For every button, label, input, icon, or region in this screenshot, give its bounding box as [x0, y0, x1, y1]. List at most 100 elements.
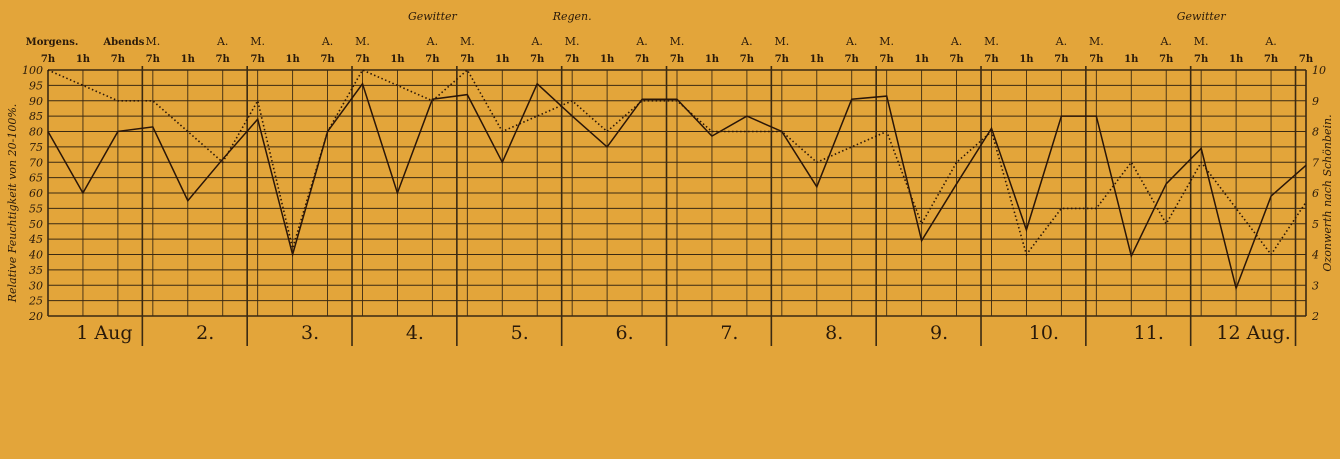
time-label: 7h	[1054, 54, 1069, 65]
morning-label: M.	[145, 35, 160, 48]
y-tick-label: 40	[28, 249, 43, 262]
y2-tick-label: 5	[1312, 218, 1319, 231]
time-label: 7h	[845, 54, 860, 65]
morning-label: M.	[879, 35, 894, 48]
time-header: 7h 1h 7h 7h 1h 7h 7h 1h 7h 7h 1h 7h 7h 1h 7h 7h 1h 7h 7h 1h…	[26, 10, 1314, 65]
time-label: 7h	[1299, 54, 1314, 65]
day-label: 9.	[930, 322, 948, 344]
y-tick-label: 30	[29, 279, 43, 292]
time-label: 1h	[495, 54, 510, 65]
y2-tick-label: 2	[1311, 310, 1319, 323]
day-label: 5.	[511, 322, 529, 344]
time-label: 7h	[565, 54, 580, 65]
y-tick-label: 95	[29, 79, 43, 92]
day-label: 4.	[406, 322, 424, 344]
day-labels: 1 Aug 2. 3. 4. 5. 6. 7. 8. 9. 10. 11. 12 Aug.	[76, 322, 1290, 344]
y2-tick-label: 7	[1312, 156, 1319, 169]
y-tick-label: 50	[29, 218, 43, 231]
morning-label: M.	[355, 35, 370, 48]
evening-label: A.	[950, 35, 962, 48]
y-tick-label: 35	[29, 264, 43, 277]
grid	[47, 66, 1307, 346]
y2-tick-label: 10	[1312, 64, 1326, 77]
time-label: 1h	[1124, 54, 1139, 65]
day-label: 10.	[1029, 322, 1059, 344]
time-label: 1h	[285, 54, 300, 65]
day-label: 6.	[616, 322, 634, 344]
y-tick-label: 20	[28, 310, 43, 323]
morning-label: Morgens.	[26, 37, 79, 48]
time-label: 7h	[880, 54, 895, 65]
evening-label: Abends	[102, 37, 144, 48]
y2-tick-label: 3	[1312, 279, 1319, 292]
time-label: 1h	[705, 54, 720, 65]
time-label: 1h	[1229, 54, 1244, 65]
time-label: 7h	[1264, 54, 1279, 65]
time-label: 1h	[600, 54, 615, 65]
y2-tick-label: 4	[1311, 249, 1319, 262]
y-tick-label: 85	[29, 110, 43, 123]
evening-label: A.	[1159, 35, 1171, 48]
time-label: 7h	[1089, 54, 1104, 65]
morning-label: M.	[460, 35, 475, 48]
time-label: 7h	[530, 54, 545, 65]
morning-label: M.	[984, 35, 999, 48]
evening-label: A.	[321, 35, 333, 48]
y-tick-label: 70	[29, 156, 43, 169]
time-label: 7h	[355, 54, 370, 65]
evening-label: A.	[635, 35, 647, 48]
time-label: 7h	[775, 54, 790, 65]
time-label: 7h	[146, 54, 161, 65]
evening-label: A.	[1264, 35, 1276, 48]
y-tick-label: 80	[29, 126, 43, 139]
day-label: 2.	[196, 322, 214, 344]
time-label: 7h	[1159, 54, 1174, 65]
day-label: 7.	[720, 322, 738, 344]
time-label: 1h	[810, 54, 825, 65]
day-label: 12 Aug.	[1216, 322, 1290, 344]
time-label: 1h	[1019, 54, 1034, 65]
y-tick-label: 100	[22, 64, 43, 77]
time-label: 7h	[251, 54, 266, 65]
time-label: 7h	[111, 54, 126, 65]
time-label: 7h	[460, 54, 475, 65]
time-label: 1h	[76, 54, 91, 65]
time-label: 1h	[914, 54, 929, 65]
day-label: 11.	[1134, 322, 1164, 344]
time-label: 7h	[635, 54, 650, 65]
evening-label: A.	[845, 35, 857, 48]
time-label: 7h	[216, 54, 231, 65]
evening-label: A.	[530, 35, 542, 48]
time-label: 7h	[740, 54, 755, 65]
evening-label: A.	[426, 35, 438, 48]
axes: 2025303540455055606570758085909510023456…	[6, 64, 1334, 323]
y2-tick-label: 6	[1312, 187, 1319, 200]
time-label: 7h	[320, 54, 335, 65]
weather-annotation: Gewitter	[408, 10, 458, 23]
time-label: 7h	[949, 54, 964, 65]
time-label: 7h	[41, 54, 56, 65]
y-axis-label: Relative Feuchtigkeit von 20-100%.	[6, 104, 19, 304]
day-label: 8.	[825, 322, 843, 344]
evening-label: A.	[1055, 35, 1067, 48]
day-label: 1 Aug	[76, 322, 132, 344]
ozone-series-line	[47, 68, 1307, 257]
time-label: 1h	[390, 54, 405, 65]
morning-label: M.	[774, 35, 789, 48]
morning-label: M.	[1194, 35, 1209, 48]
time-label: 7h	[425, 54, 440, 65]
y2-axis-label: Ozonwerth nach Schönbein.	[1321, 114, 1334, 271]
y2-tick-label: 9	[1312, 95, 1319, 108]
y-tick-label: 45	[28, 233, 43, 246]
humidity-series-line	[47, 82, 1307, 291]
weather-annotation: Regen.	[552, 10, 592, 23]
y-tick-label: 75	[29, 141, 43, 154]
morning-label: M.	[250, 35, 265, 48]
y-tick-label: 90	[29, 95, 43, 108]
y-tick-label: 25	[28, 295, 43, 308]
y-tick-label: 55	[29, 202, 43, 215]
y2-tick-label: 8	[1312, 126, 1319, 139]
y-tick-label: 60	[29, 187, 43, 200]
weather-annotation: Gewitter	[1177, 10, 1227, 23]
